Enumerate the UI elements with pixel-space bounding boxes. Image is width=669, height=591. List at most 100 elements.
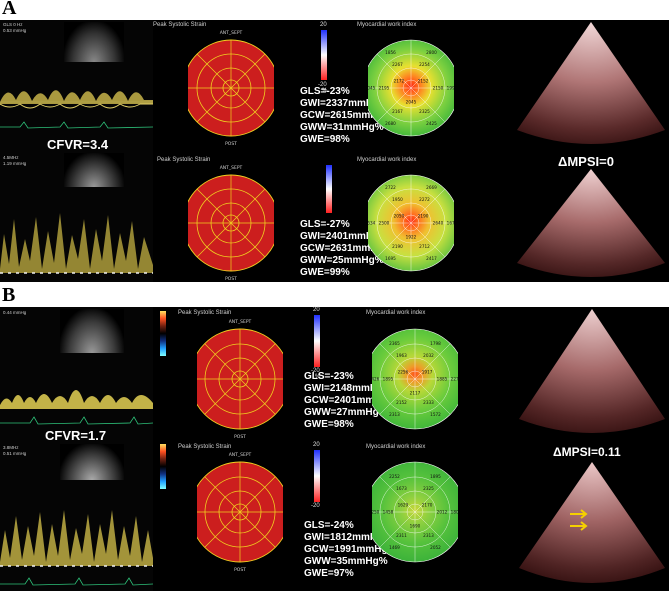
echo-inset-thumbnail <box>60 444 124 480</box>
panel-b-row-2: 3.8MHz 0.51 mmHg Peak Systolic Strain AN… <box>0 442 669 591</box>
mpsi-label: ΔMPSI=0.11 <box>553 445 621 459</box>
panel-a-row-2: 4.5MHz 1.19 mmHg Peak Systolic Strain AN… <box>0 151 669 282</box>
doppler-info-2: 0.51 mmHg <box>3 451 27 456</box>
segment-value: 2012 <box>437 510 448 515</box>
segment-value: 2680 <box>385 121 396 126</box>
colorbar-unit-label: % <box>322 88 328 94</box>
strain-title: Peak Systolic Strain <box>178 310 232 316</box>
echo-inset-thumbnail <box>64 153 124 187</box>
work-index-title: Myocardial work index <box>357 22 417 28</box>
segment-value: 2417 <box>426 256 437 261</box>
doppler-spectrum: 0.44 mmHg CFVR=1.7 <box>0 307 153 442</box>
stat-gls: GLS=-24% <box>304 520 354 531</box>
segment-value: 1895 <box>383 377 394 382</box>
strain-bullseye: ANT_SEPT POST <box>197 319 283 440</box>
stat-gwe: GWE=98% <box>300 134 350 145</box>
doppler-waveform <box>0 213 153 274</box>
stat-gww: GWW=35mmHg% <box>304 556 388 567</box>
work-index-title: Myocardial work index <box>366 444 426 450</box>
strain-colorbar <box>314 315 320 367</box>
echo-inset-thumbnail <box>60 309 124 353</box>
segment-value: 2050 <box>394 214 405 219</box>
segment-value: 2325 <box>419 109 430 114</box>
segment-value: 2170 <box>422 503 433 508</box>
segment-value: 2272 <box>419 197 430 202</box>
doppler-info-2: 0.53 mmHg <box>3 28 27 33</box>
segment-value: 2311 <box>396 533 407 538</box>
segment-value: 2313 <box>423 533 434 538</box>
segment-value: 2365 <box>389 341 400 346</box>
segment-value: 2252 <box>389 474 400 479</box>
stat-gwe: GWE=97% <box>304 568 354 579</box>
post-label: POST <box>225 141 237 147</box>
strain-title: Peak Systolic Strain <box>153 22 207 28</box>
echo-inset-thumbnail <box>64 22 124 62</box>
doppler-waveform <box>0 390 153 425</box>
colorbar-top-label: 20 <box>313 307 320 313</box>
panel-letter-b: B <box>2 284 16 306</box>
stat-gcw: GCW=2401mmHg% <box>304 395 397 406</box>
strain-work-stats: GLS=-23% GWI=2337mmHg% GCW=2615mmHg% GWW… <box>300 86 393 146</box>
doppler-waveform <box>0 90 153 129</box>
segment-value: 2254 <box>419 62 430 67</box>
segment-value: 2045 <box>368 86 376 91</box>
colorbar-bottom-label: -20 <box>311 503 320 509</box>
post-label: POST <box>225 276 237 282</box>
strain-bullseye: ANT_SEPT POST <box>188 30 274 147</box>
stat-gcw: GCW=2615mmHg% <box>300 110 393 121</box>
cfvr-label: CFVR=1.7 <box>45 428 107 442</box>
segment-value: 2152 <box>396 400 407 405</box>
doppler-info-2: 1.19 mmHg <box>3 161 27 166</box>
doppler-info-1: GLS 0 Hz <box>3 22 23 27</box>
strain-colorbar <box>314 450 320 502</box>
strain-bullseye: ANT_SEPT POST <box>197 452 283 573</box>
segment-value: 2152 <box>418 79 429 84</box>
segment-value: 2150 <box>433 86 444 91</box>
segment-value: 2045 <box>406 100 417 105</box>
panel-b-row-1: 0.44 mmHg CFVR=1.7 Peak Systolic Strain … <box>0 307 669 442</box>
cfvr-label: CFVR=3.4 <box>47 137 109 151</box>
segment-value: 1885 <box>437 377 448 382</box>
strain-work-stats: GLS=-27% GWI=2401mmHg% GCW=2631mmHg% GWW… <box>300 219 393 279</box>
segment-value: 1673 <box>396 486 407 491</box>
strain-title: Peak Systolic Strain <box>157 157 211 163</box>
ant-sept-label: ANT_SEPT <box>220 30 243 36</box>
segment-value: 1963 <box>396 353 407 358</box>
panel-letter-a: A <box>2 0 17 19</box>
strain-title: Peak Systolic Strain <box>178 444 232 450</box>
post-label: POST <box>234 434 246 440</box>
segment-value: 1629 <box>398 503 409 508</box>
segment-value: 2333 <box>423 400 434 405</box>
post-label: POST <box>234 567 246 573</box>
echo-image <box>517 22 665 144</box>
colorbar-top-label: 20 <box>313 442 320 448</box>
doppler-spectrum: 3.8MHz 0.51 mmHg <box>0 442 153 591</box>
echo-image <box>519 462 665 583</box>
doppler-waveform <box>0 510 153 586</box>
panel-a-row-1: GLS 0 Hz 0.53 mmHg CFVR=3.4 Peak Systoli… <box>0 20 669 151</box>
segment-value: 2669 <box>426 185 437 190</box>
segment-value: 2256 <box>398 370 409 375</box>
arrow-icon <box>570 509 588 519</box>
strain-colorbar <box>321 30 327 80</box>
ant-sept-label: ANT_SEPT <box>229 319 252 325</box>
stat-gwi: GWI=2337mmHg% <box>300 98 389 109</box>
doppler-info-2: 0.44 mmHg <box>3 310 27 315</box>
stat-gls: GLS=-27% <box>300 219 350 230</box>
stat-gwi: GWI=1812mmHg% <box>304 532 393 543</box>
doppler-info-1: 3.8MHz <box>3 445 19 450</box>
segment-value: 2640 <box>433 221 444 226</box>
doppler-info-1: 4.5MHz <box>3 155 19 160</box>
ant-sept-label: ANT_SEPT <box>220 165 243 171</box>
segment-value: 1950 <box>392 197 403 202</box>
work-index-bullseye: 1895 1800 2052 1469 2250 2252 2325 2012 2313 2311… <box>372 461 458 563</box>
segment-value: 1917 <box>422 370 433 375</box>
doppler-spectrum: 4.5MHz 1.19 mmHg <box>0 151 153 282</box>
segment-value: 2190 <box>392 244 403 249</box>
segment-value: 2250 <box>372 510 380 515</box>
strain-work-stats: GLS=-24% GWI=1812mmHg% GCW=1991mmHg% GWW… <box>304 520 397 580</box>
mpsi-label: ΔMPSI=0 <box>558 154 614 169</box>
segment-value: 2426 <box>372 377 380 382</box>
